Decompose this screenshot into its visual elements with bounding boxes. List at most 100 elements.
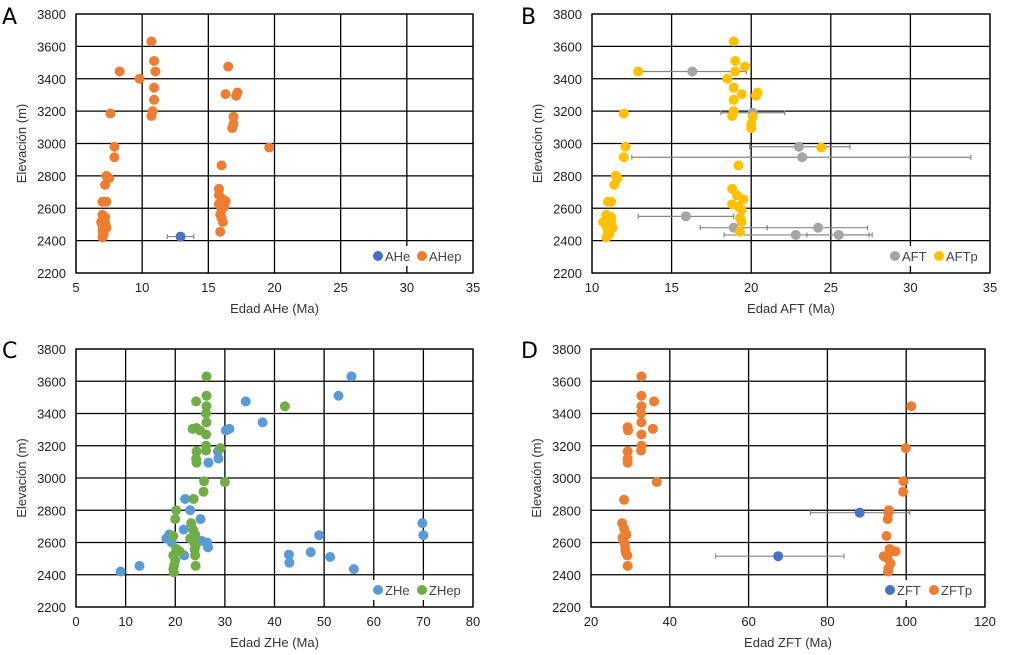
point-zftp [636,445,647,456]
point-aftp [601,232,612,243]
x-tick-label: 30 [400,280,414,295]
point-ahep [109,152,120,163]
x-tick-label: 5 [72,280,79,295]
panel-letter: D [521,339,538,364]
x-tick-label: 40 [663,614,677,629]
point-ahep [150,66,161,77]
y-tick-label: 3000 [553,137,582,152]
y-tick-label: 2400 [37,568,66,583]
point-zhep [168,567,179,578]
point-aftp [602,196,613,207]
point-zftp [636,417,647,428]
x-axis-label: Edad AFT (Ma) [747,301,835,316]
point-zhep [215,443,226,454]
point-aft [680,211,691,222]
y-tick-label: 2600 [37,201,66,216]
legend-marker-aft [890,251,900,261]
panel-c: C 0 10 20 30 40 50 60 70 80 2200 2400 2600 2800 3000 32… [2,339,480,650]
x-tick-label: 100 [895,614,917,629]
point-zhep [279,401,290,412]
x-tick-label: 80 [820,614,834,629]
y-tick-label: 3600 [37,374,66,389]
panel-d: D 20 40 60 80 100 120 2200 2400 2600 2800 3000 3200 3… [521,339,996,650]
y-tick-label: 3600 [552,374,581,389]
point-ahep [227,123,238,134]
point-ahep [231,90,242,101]
x-tick-label: 0 [72,614,79,629]
x-axis-label: Edad ZHe (Ma) [230,635,319,650]
point-zhe [257,417,268,428]
x-tick-label: 60 [367,614,381,629]
point-zftp [622,550,633,561]
point-ahep [100,179,111,190]
point-aft [790,229,801,240]
point-zhep [171,505,182,516]
point-ahep [223,61,234,72]
point-zftp [623,425,634,436]
point-zftp [882,514,893,525]
y-tick-label: 3800 [37,7,66,22]
point-zftp [898,476,909,487]
y-tick-label: 3600 [553,39,582,54]
panel-b: B 10 15 20 25 30 35 2200 2400 2600 2800 3000 3200 340… [521,5,997,316]
legend-label-aft: AFT [902,249,927,264]
point-zftp [900,443,911,454]
data-marks [115,371,429,578]
point-zhe [213,453,224,464]
y-tick-label: 3200 [552,439,581,454]
plot-frame [75,348,474,608]
point-ahep [134,73,145,84]
point-aftp [620,141,631,152]
point-zhep [188,493,199,504]
x-tick-label: 15 [201,280,215,295]
point-aft [813,222,824,233]
point-zhe [195,514,206,525]
legend-marker-zftp [929,585,939,595]
point-zftp [636,429,647,440]
point-zhe [417,518,428,529]
y-tick-label: 3000 [37,137,66,152]
point-zhe [180,493,191,504]
point-zftp [636,401,647,412]
y-tick-label: 3400 [552,407,581,422]
legend-label-zhep: ZHep [429,583,461,598]
x-tick-label: 35 [466,280,480,295]
point-aft [793,141,804,152]
point-zhe [314,530,325,541]
panel-letter: A [2,5,17,30]
point-zft [773,551,784,562]
y-tick-label: 3400 [37,72,66,87]
point-zhep [201,371,212,382]
legend: AFT AFTp [886,246,988,266]
point-ahep [109,141,120,152]
point-zhe [240,396,251,407]
legend-label-zhe: ZHe [385,583,410,598]
legend: ZFT ZFTp [881,580,983,600]
legend-marker-aftp [934,251,944,261]
y-axis-label: Elevación (m) [14,438,29,517]
point-ahep [146,36,157,47]
point-zhep [191,457,202,468]
point-ahep [149,82,160,93]
y-tick-label: 2400 [37,234,66,249]
y-tick-label: 2400 [553,234,582,249]
plot-frame [591,13,991,274]
point-ahep [264,142,275,153]
point-ahep [220,89,231,100]
legend-label-ahep: AHep [429,249,462,264]
point-aftp [736,89,747,100]
y-tick-label: 3800 [552,342,581,357]
point-zftp [651,477,662,488]
point-aftp [736,204,747,215]
panel-letter: B [521,5,536,30]
y-axis-label: Elevación (m) [529,438,544,517]
point-zhe [348,564,359,575]
x-axis-label: Edad ZFT (Ma) [744,635,832,650]
point-zhep [199,476,210,487]
legend-marker-zhe [373,585,383,595]
point-zhep [201,401,212,412]
legend: AHe AHep [369,246,471,266]
point-zhe [178,524,189,535]
y-tick-label: 3200 [37,439,66,454]
